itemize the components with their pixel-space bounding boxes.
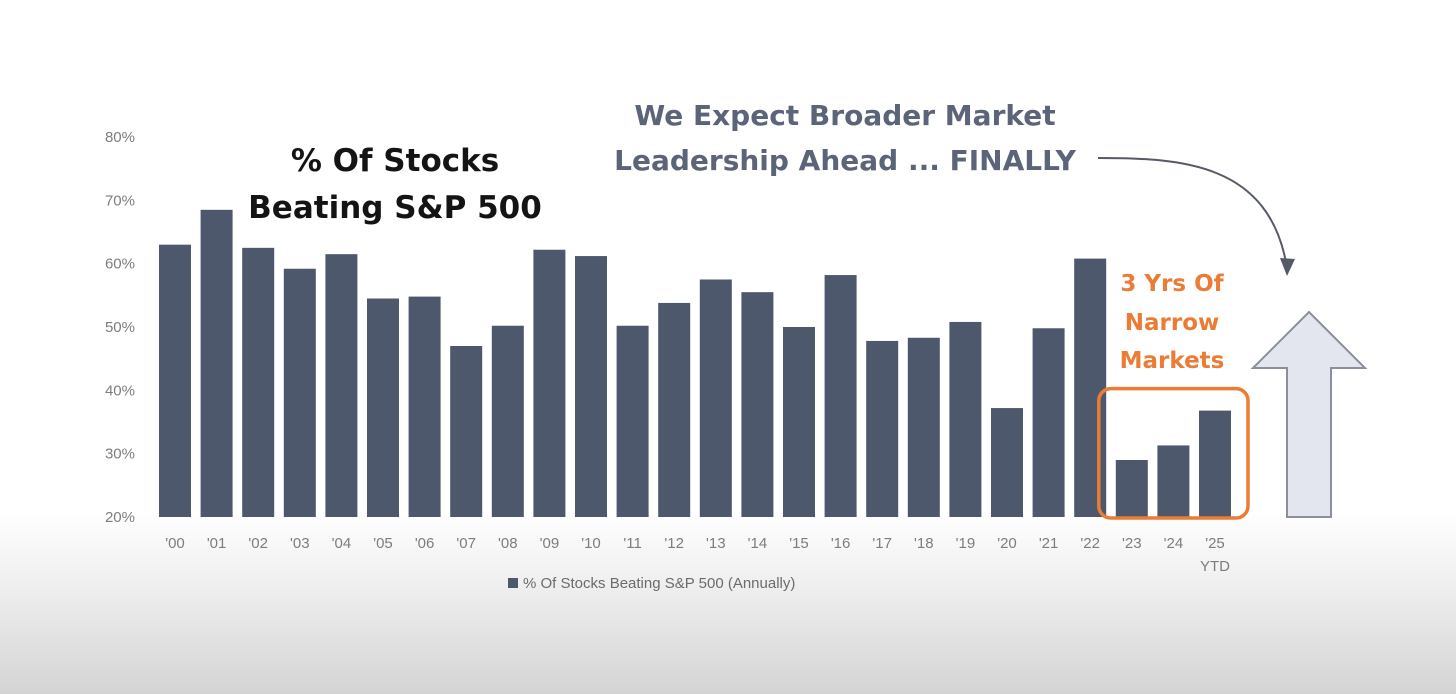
bar-02 [242,247,275,518]
bar-08 [491,325,524,517]
y-tick-label-80: 80% [105,129,135,146]
bar-20 [991,408,1023,517]
y-tick-label-40: 40% [105,382,135,399]
x-tick-label-01: '01 [207,535,227,552]
bar-11 [616,325,649,517]
bar-group [159,209,1231,518]
up-arrow-shape [1250,310,1368,518]
bar-24 [1157,445,1190,517]
x-tick-label-04: '04 [332,535,352,552]
x-tick-label-19: '19 [956,535,976,552]
bar-10 [575,256,607,517]
bar-15 [783,327,815,517]
legend-swatch [508,578,518,588]
y-tick-label-30: 30% [105,446,135,463]
headline-line-1: We Expect Broader Market [634,99,1055,132]
x-tick-label-07: '07 [456,535,476,552]
x-tick-label-11: '11 [623,535,641,552]
x-tick-label-03: '03 [290,535,310,552]
bar-06 [408,296,441,517]
callout-line-2: Narrow [1125,310,1220,336]
x-tick-label-20: '20 [997,535,1017,552]
y-axis-ticks: 20% 30% 40% 50% 60% 70% 80% [105,129,135,526]
bar-21 [1032,328,1065,517]
x-tick-label-25: '25 [1205,535,1225,552]
y-tick-label-70: 70% [105,192,135,209]
callout-line-3: Markets [1120,348,1225,374]
legend-label: % Of Stocks Beating S&P 500 (Annually) [523,575,795,592]
bar-17 [866,340,899,517]
x-axis-ticks: '00 '01 '02 '03 '04 '05 '06 '07 '08 '09 '10 '11 '12 '… [165,535,1230,575]
bar-07 [450,346,483,517]
x-tick-label-06: '06 [415,535,435,552]
x-tick-label-24: '24 [1164,535,1184,552]
bar-12 [658,302,691,517]
x-tick-label-14: '14 [748,535,768,552]
x-tick-label-13: '13 [706,535,726,552]
y-tick-label-60: 60% [105,256,135,273]
x-tick-label-05: '05 [373,535,393,552]
bar-16 [824,275,857,517]
y-tick-label-20: 20% [105,509,135,526]
x-tick-label-21: '21 [1039,535,1059,552]
x-tick-sublabel-25: YTD [1200,558,1230,575]
x-tick-label-09: '09 [540,535,560,552]
x-tick-label-22: '22 [1080,535,1100,552]
x-tick-label-00: '00 [165,535,185,552]
x-tick-label-17: '17 [872,535,892,552]
x-tick-label-10: '10 [581,535,601,552]
x-tick-label-12: '12 [664,535,684,552]
x-tick-label-02: '02 [248,535,268,552]
bar-19 [949,321,982,517]
bar-22 [1074,258,1107,517]
bar-09 [533,249,566,517]
bar-01 [200,209,233,518]
bar-04 [325,254,358,517]
bar-13 [699,279,732,517]
x-tick-label-16: '16 [831,535,851,552]
callout-line-1: 3 Yrs Of [1120,271,1224,297]
chart-title-line-1: % Of Stocks [291,143,499,179]
x-tick-label-23: '23 [1122,535,1142,552]
bar-05 [367,298,399,517]
curved-pointer-arrowhead [1280,258,1295,276]
x-tick-label-15: '15 [789,535,809,552]
curved-pointer-arrow [1097,157,1288,269]
bar-18 [907,337,940,517]
bar-03 [283,268,316,517]
bar-00 [159,244,191,517]
y-tick-label-50: 50% [105,319,135,336]
chart-title-line-2: Beating S&P 500 [248,190,542,226]
bar-14 [741,292,774,517]
x-tick-label-08: '08 [498,535,518,552]
bar-25 [1199,410,1231,517]
headline-line-2: Leadership Ahead ... FINALLY [614,144,1076,177]
x-tick-label-18: '18 [914,535,934,552]
highlight-box [1097,386,1250,520]
bar-23 [1115,460,1148,517]
